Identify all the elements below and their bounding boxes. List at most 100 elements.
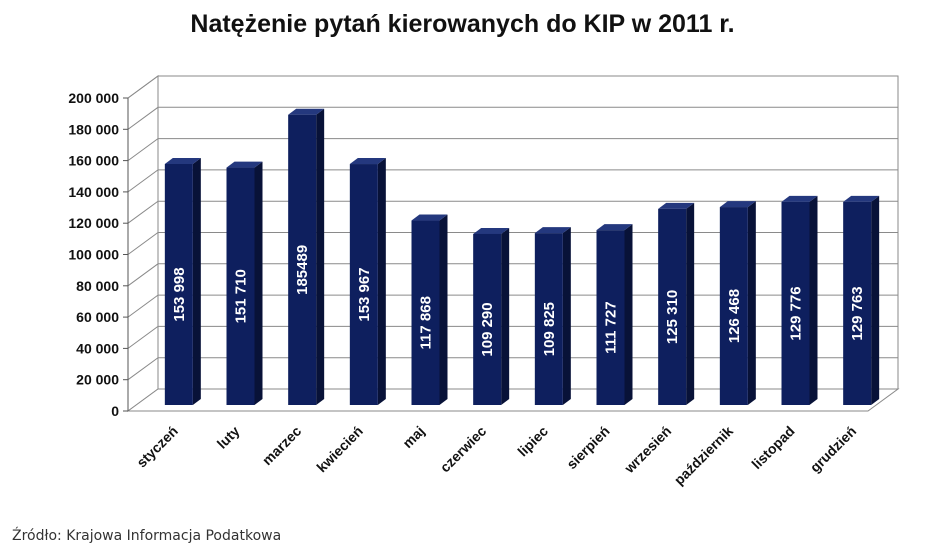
x-tick-label: wrzesień [620,423,674,477]
x-tick-label: styczeń [133,423,181,471]
bar-top [349,158,386,165]
bar-side [624,224,633,405]
bar-side [686,202,695,405]
bar-side [439,214,448,405]
gridline [127,232,898,255]
data-label: 151 710 [233,269,250,323]
bar [534,233,563,405]
bar-top [411,214,448,221]
x-tick-label: listopad [748,423,797,472]
bar-side [377,158,386,405]
y-tick-label: 0 [111,403,119,419]
y-tick-label: 160 000 [68,153,119,169]
x-tick-label: kwiecień [313,423,366,476]
bar-side [809,195,818,405]
bar-top [596,224,633,231]
gridline [127,357,898,381]
y-tick-label: 180 000 [68,121,119,137]
y-tick-label: 200 000 [68,90,119,106]
bar-maj: 117 868 [411,214,448,405]
data-label: 129 776 [788,286,805,340]
bar-październik: 126 468 [719,201,756,405]
y-tick-label: 140 000 [68,184,119,200]
bar [411,220,440,405]
bar-wrzesień: 125 310 [658,202,695,405]
x-tick-label: październik [671,423,736,488]
gridlines [127,75,898,381]
bar [226,167,255,405]
bar [164,163,193,405]
bar-top [288,108,325,115]
bar [658,208,687,405]
x-tick-label: marzec [259,423,305,469]
x-tick-label: grudzień [807,423,860,476]
bar-styczeń: 153 998 [164,157,201,405]
data-label: 109 825 [541,302,558,356]
data-label: 125 310 [664,290,681,344]
chart-title: Natężenie pytań kierowanych do KIP w 201… [190,10,735,38]
gridline [127,294,898,318]
bar-side [871,195,880,405]
gridline [127,106,898,130]
bar-top [719,201,756,208]
bar [349,164,378,405]
data-label: 129 763 [849,286,866,340]
bar-top [781,195,818,202]
bar-top [534,227,571,234]
bar [596,230,625,405]
y-tick-label: 40 000 [76,340,119,356]
data-label: 153 967 [356,267,373,321]
x-tick-label: czerwiec [437,423,490,476]
bar-side [747,201,756,405]
bar-top [226,161,263,168]
gridline [127,169,898,193]
bar-side [562,227,571,405]
bar-top [473,227,510,234]
bar-lipiec: 109 825 [534,227,571,405]
data-label: 117 868 [418,296,435,349]
data-label: 126 468 [726,289,743,343]
bar-top [843,195,880,202]
bar [843,201,872,405]
bar-side [501,227,510,405]
bar [473,233,502,405]
bar-side [254,161,263,405]
data-label: 153 998 [171,267,188,321]
data-label: 185489 [294,245,311,295]
y-axis-ticks: 0 20 000 40 000 60 000 80 000 100 000 120 000 1… [68,90,129,419]
x-tick-label: lipiec [514,423,551,460]
y-tick-label: 120 000 [68,215,119,231]
bar-kwiecień: 153 967 [349,158,386,405]
x-tick-label: luty [214,423,243,452]
gridline [127,325,898,349]
bar-top [658,202,695,209]
data-label: 109 290 [479,302,496,356]
y-tick-label: 20 000 [76,372,119,388]
bar-marzec: 185489 [288,108,325,405]
source-note: Źródło: Krajowa Informacja Podatkowa [12,528,282,544]
bar-listopad: 129 776 [781,195,818,405]
x-axis-ticks: styczeń luty marzec kwiecień maj czerwiec lipi… [133,423,859,488]
x-tick-label: sierpień [563,423,612,472]
bar-czerwiec: 109 290 [473,227,510,405]
bar [781,201,810,405]
y-tick-label: 100 000 [68,247,119,263]
gridline [127,263,898,287]
bar-luty: 151 710 [226,161,263,405]
bar-grudzień: 129 763 [843,195,880,405]
gridline [127,200,898,224]
gridline [127,138,898,162]
data-label: 111 727 [603,301,620,354]
bar [288,114,317,405]
y-tick-label: 60 000 [76,309,119,325]
bars: 153 998 151 710 185489 153 967 117 868 109 29… [164,108,880,405]
bar [719,207,748,405]
x-tick-label: maj [399,423,427,451]
bar-chart: 0 20 000 40 000 60 000 80 000 100 000 120 000 1… [68,75,900,488]
bar-sierpień: 111 727 [596,224,633,405]
bar-side [316,108,325,405]
bar-top [164,157,201,164]
gridline [127,75,898,99]
bar-side [192,157,201,405]
y-tick-label: 80 000 [76,278,119,294]
